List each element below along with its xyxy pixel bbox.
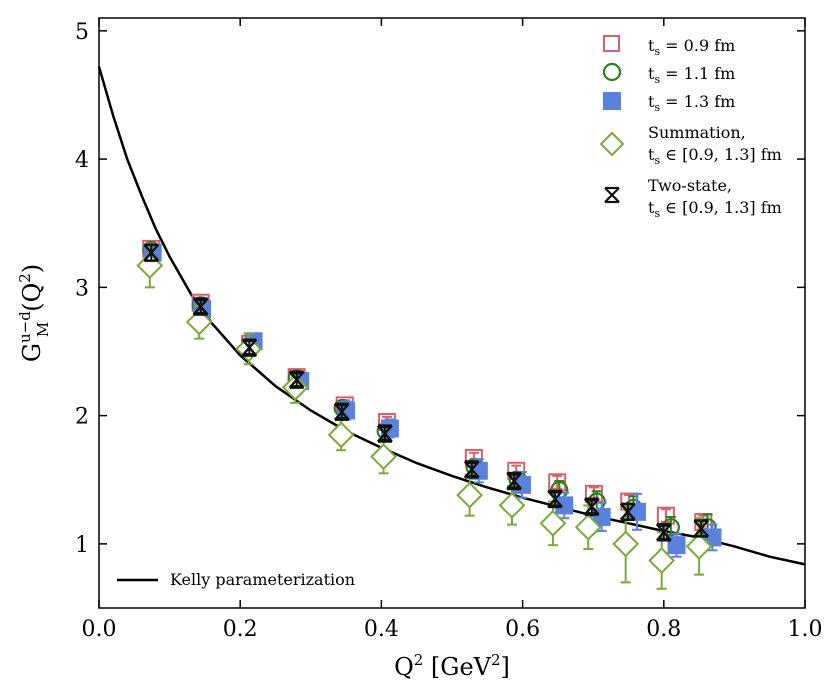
marker-x-bar xyxy=(547,489,563,509)
data-point xyxy=(463,460,480,479)
axes-layer xyxy=(98,17,806,609)
data-point xyxy=(370,438,397,475)
data-point xyxy=(377,424,393,443)
legend-marker-square-filled xyxy=(603,92,621,110)
x-tick-label: 0.2 xyxy=(223,617,258,642)
curve-legend-label: Kelly parameterization xyxy=(170,570,355,589)
x-axis-label: Q2 [GeV2] xyxy=(394,651,510,681)
plot-frame xyxy=(98,17,806,609)
data-point xyxy=(512,471,531,499)
curve-legend: Kelly parameterization xyxy=(117,570,355,589)
y-tick-label: 1 xyxy=(75,533,89,558)
series-x-bar xyxy=(143,243,710,542)
series-square-filled xyxy=(143,243,722,558)
y-axis-label: Gu−dM(Q2) xyxy=(16,264,52,362)
marker-diamond-open xyxy=(498,491,526,519)
data-point xyxy=(685,517,713,576)
data-point xyxy=(456,473,484,517)
data-point xyxy=(583,497,600,516)
data-point xyxy=(333,402,350,421)
data-point xyxy=(547,489,563,509)
data-point xyxy=(612,504,640,584)
marker-diamond-open xyxy=(327,421,355,449)
legend-label-two-state-line1: Two-state, xyxy=(648,176,732,195)
legend-label-summation-line2: ts ∈ [0.9, 1.3] fm xyxy=(648,145,782,167)
legend-entry-two-state: Two-state, ts ∈ [0.9, 1.3] fm xyxy=(604,176,782,220)
legend-marker-diamond-open xyxy=(599,131,625,157)
marker-diamond-open xyxy=(456,481,484,509)
y-tick-label: 3 xyxy=(75,276,89,301)
legend-marker-circle-open xyxy=(602,62,622,82)
marker-diamond-open xyxy=(685,533,713,560)
x-tick-label: 0.8 xyxy=(646,617,681,642)
legend-label-ts-0.9: ts = 0.9 fm xyxy=(648,36,735,58)
x-tick-label: 0.4 xyxy=(364,617,399,642)
marker-diamond-open xyxy=(185,308,213,336)
data-point xyxy=(185,304,213,340)
data-point xyxy=(498,485,526,526)
marker-x-bar xyxy=(143,243,160,262)
ticks-layer: 0.0 0.2 0.4 0.6 0.8 1.0 1 2 3 4 5 xyxy=(75,18,823,642)
marker-x-bar xyxy=(377,424,393,443)
data-point xyxy=(241,338,258,357)
marker-square-filled xyxy=(667,536,686,555)
marker-x-bar xyxy=(583,497,600,516)
marker-square-open xyxy=(584,484,603,503)
marker-diamond-open xyxy=(370,443,397,471)
legend-entry-ts-0.9: ts = 0.9 fm xyxy=(603,35,735,58)
legend-entry-summation: Summation, ts ∈ [0.9, 1.3] fm xyxy=(599,123,782,167)
legend-marker-square-open xyxy=(603,35,620,52)
x-tick-label: 0.6 xyxy=(505,617,540,642)
x-tick-label: 0.0 xyxy=(82,617,117,642)
data-point xyxy=(655,523,672,542)
series-diamond-open xyxy=(136,242,713,590)
data-point xyxy=(327,418,355,452)
marker-x-bar xyxy=(619,502,636,522)
data-point xyxy=(693,519,710,538)
legend-label-summation-line1: Summation, xyxy=(648,123,746,142)
marker-x-bar xyxy=(506,471,523,491)
legend-label-ts-1.1: ts = 1.1 fm xyxy=(648,64,735,86)
marker-x-bar xyxy=(463,460,480,479)
marker-diamond-open xyxy=(648,547,676,574)
legend: ts = 0.9 fm ts = 1.1 fm ts = 1.3 fm Summ… xyxy=(599,35,782,220)
data-point xyxy=(619,502,636,522)
y-tick-label: 2 xyxy=(75,405,89,430)
marker-x-bar xyxy=(693,519,710,538)
series-layer xyxy=(136,239,722,590)
data-point xyxy=(539,500,567,547)
data-point xyxy=(143,243,160,262)
marker-diamond-open xyxy=(539,509,567,537)
series-square-open xyxy=(142,239,713,532)
legend-label-ts-1.3: ts = 1.3 fm xyxy=(648,92,735,114)
data-point xyxy=(648,531,676,590)
marker-x-bar xyxy=(241,338,258,357)
data-point xyxy=(667,532,686,558)
marker-x-bar xyxy=(288,370,305,389)
marker-diamond-open xyxy=(612,530,640,558)
legend-entry-ts-1.1: ts = 1.1 fm xyxy=(602,62,735,86)
marker-x-bar xyxy=(192,297,209,316)
legend-marker-x-bar xyxy=(604,186,620,204)
marker-diamond-open xyxy=(574,513,602,541)
data-point xyxy=(192,297,209,316)
x-tick-label: 1.0 xyxy=(788,617,823,642)
y-tick-label: 4 xyxy=(75,148,89,173)
marker-x-bar xyxy=(655,523,672,542)
legend-entry-ts-1.3: ts = 1.3 fm xyxy=(603,92,735,114)
legend-label-two-state-line2: ts ∈ [0.9, 1.3] fm xyxy=(648,198,782,220)
data-point xyxy=(288,370,305,389)
marker-x-bar xyxy=(333,402,350,421)
data-point xyxy=(506,471,523,491)
y-tick-label: 5 xyxy=(75,20,89,45)
marker-square-filled xyxy=(555,496,574,515)
